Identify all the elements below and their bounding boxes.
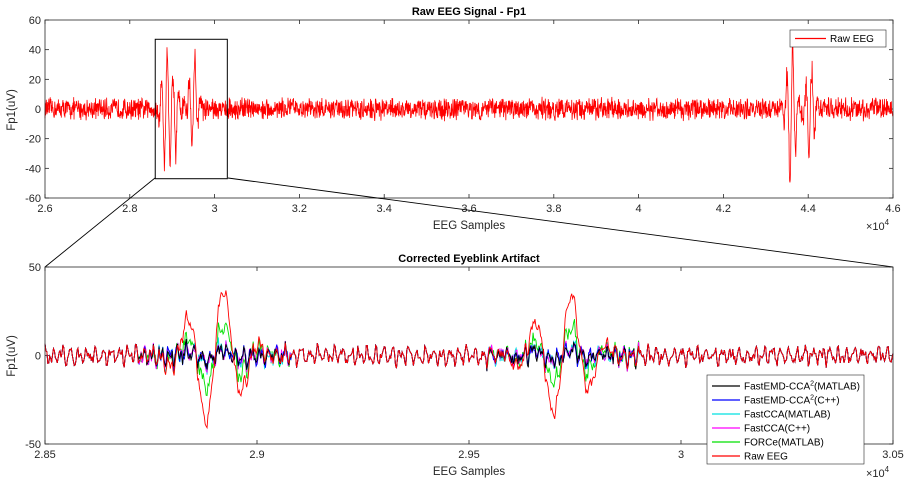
bottom-legend-label-force-matlab: FORCe(MATLAB)	[744, 438, 824, 449]
bottom-y-tick-label: 0	[35, 351, 41, 363]
top-plot-frame	[44, 19, 894, 199]
top-zoom-box	[154, 38, 228, 180]
bottom-legend-box	[706, 374, 865, 465]
bottom-y-axis-label: Fp1(uV)	[6, 335, 18, 377]
top-x-tick-label: 4	[636, 203, 642, 215]
bottom-chart: -50 0 50 2.85 2.9 2.95 3 3.05 Corrected Eyebli…	[6, 253, 904, 480]
top-x-tick-label: 2.8	[122, 203, 137, 215]
bottom-x-tick-label: 2.9	[249, 449, 264, 461]
top-x-multiplier: ×104	[866, 218, 890, 233]
zoom-connector-right	[227, 177, 894, 268]
top-y-tick-label: 20	[29, 74, 41, 86]
top-series-raw-eeg-line	[44, 31, 894, 183]
bottom-x-multiplier-exp: 4	[885, 465, 890, 474]
top-y-tick-label: 60	[29, 15, 41, 27]
top-x-tick-label: 3.4	[377, 203, 392, 215]
bottom-legend-label-fastcca-matlab: FastCCA(MATLAB)	[744, 410, 831, 421]
bottom-legend-label-name: FORCe(MATLAB)	[744, 438, 824, 449]
bottom-legend-label-sup: 2	[810, 395, 814, 402]
bottom-y-tick-label: 50	[29, 262, 41, 274]
bottom-series-group	[44, 290, 894, 430]
bottom-legend: FastEMD-CCA2(MATLAB)FastEMD-CCA2(C++)Fas…	[706, 374, 865, 465]
top-x-tick-label: 3.8	[546, 203, 561, 215]
top-x-tick-label: 4.2	[716, 203, 731, 215]
bottom-legend-label-fastemd-cca2-cpp: FastEMD-CCA2(C++)	[744, 395, 840, 407]
bottom-x-tick-label: 3.05	[882, 449, 903, 461]
bottom-legend-label-name: FastEMD-CCA	[744, 396, 810, 407]
bottom-chart-title: Corrected Eyeblink Artifact	[398, 253, 540, 265]
top-y-tick-label: 0	[35, 104, 41, 116]
bottom-legend-label-suffix: (C++)	[814, 396, 840, 407]
bottom-legend-label-sup: 2	[810, 381, 814, 388]
top-x-tick-label: 4.6	[885, 203, 900, 215]
top-chart: -60 -40 -20 0 20 40 60 2.6 2.8 3 3.2 3.4 3.6 3.8 4 4.2…	[6, 6, 901, 233]
top-legend-label-raw-eeg: Raw EEG	[830, 34, 874, 45]
top-x-tick-label: 3.2	[292, 203, 307, 215]
top-y-tick-label: -20	[25, 134, 41, 146]
top-x-tick-label: 2.6	[37, 203, 52, 215]
bottom-legend-label-fastcca-cpp: FastCCA(C++)	[744, 424, 810, 435]
top-chart-title: Raw EEG Signal - Fp1	[412, 6, 526, 18]
bottom-plot-frame	[44, 266, 894, 445]
top-x-ticks: 2.6 2.8 3 3.2 3.4 3.6 3.8 4 4.2 4.4 4.6	[37, 20, 901, 215]
bottom-legend-label-suffix: (MATLAB)	[814, 382, 860, 393]
top-y-tick-label: 40	[29, 45, 41, 57]
top-x-multiplier-exp: 4	[885, 218, 890, 227]
bottom-legend-label-name: FastCCA(C++)	[744, 424, 810, 435]
top-y-ticks: -60 -40 -20 0 20 40 60	[25, 15, 893, 205]
top-legend-box	[789, 29, 887, 48]
bottom-x-tick-label: 2.85	[34, 449, 55, 461]
top-y-axis-label: Fp1(uV)	[6, 89, 18, 131]
top-series-group	[44, 31, 894, 183]
top-x-tick-label: 3.6	[461, 203, 476, 215]
bottom-y-tick-label: -50	[25, 439, 41, 451]
zoom-connector-left	[44, 177, 156, 268]
bottom-legend-label-name: FastEMD-CCA	[744, 382, 810, 393]
bottom-legend-label-name: Raw EEG	[744, 452, 788, 463]
top-x-tick-label: 4.4	[801, 203, 816, 215]
bottom-x-multiplier: ×104	[866, 465, 890, 480]
top-y-tick-label: -60	[25, 193, 41, 205]
bottom-x-multiplier-base: ×10	[866, 468, 885, 480]
top-x-tick-label: 3	[212, 203, 218, 215]
bottom-x-ticks: 2.85 2.9 2.95 3 3.05	[34, 267, 904, 461]
top-x-axis-label: EEG Samples	[433, 220, 505, 232]
bottom-legend-label-name: FastCCA(MATLAB)	[744, 410, 831, 421]
top-legend: Raw EEG	[789, 29, 887, 48]
bottom-x-tick-label: 2.95	[458, 449, 479, 461]
bottom-legend-label-raw-eeg: Raw EEG	[744, 452, 788, 463]
bottom-series-raw-eeg-line	[44, 290, 894, 430]
bottom-x-tick-label: 3	[678, 449, 684, 461]
bottom-y-ticks: -50 0 50	[25, 262, 893, 451]
top-y-tick-label: -40	[25, 163, 41, 175]
bottom-legend-label-fastemd-cca2-matlab: FastEMD-CCA2(MATLAB)	[744, 381, 860, 393]
bottom-x-axis-label: EEG Samples	[433, 466, 505, 478]
top-x-multiplier-base: ×10	[866, 221, 885, 233]
